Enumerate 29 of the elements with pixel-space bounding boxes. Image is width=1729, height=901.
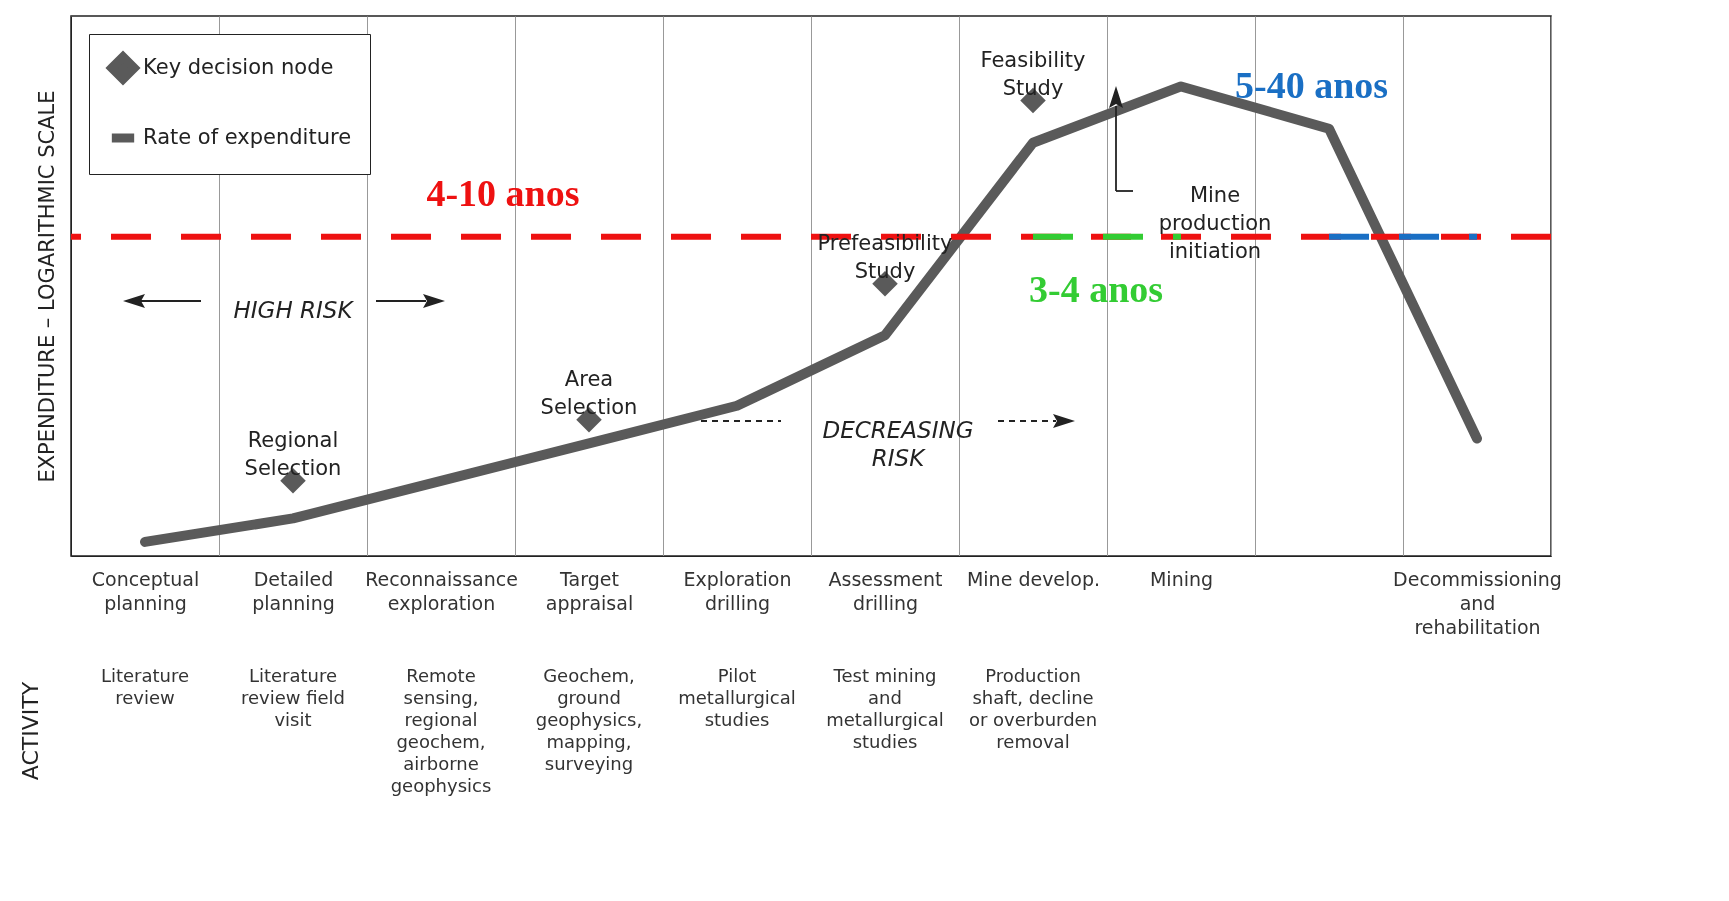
x-tick-label: Reconnaissance exploration [365,567,518,614]
ref-line-label: 4-10 anos [426,171,580,214]
x-tick-label: Decommissioning and rehabilitation [1393,567,1562,638]
text: Geochem, ground geophysics, mapping, surveying [535,665,643,774]
x-tick-label: Exploration drilling [683,567,792,614]
annotation: Area Selection [540,366,638,419]
text: Literature review field visit [240,665,346,730]
text: ACTIVITY [18,681,43,781]
annotation: DECREASING RISK [822,417,974,471]
text: 5-40 anos [1235,63,1389,106]
legend-label: Rate of expenditure [143,125,352,149]
text: Literature review [100,665,190,708]
annotation: Feasibility Study [980,47,1086,100]
x-tick-label: Conceptual planning [91,567,200,614]
annotation: Regional Selection [244,427,342,480]
text: Test mining and metallurgical studies [826,665,944,752]
y-axis-title: EXPENDITURE – LOGARITHMIC SCALE [34,90,59,483]
x-tick-label: Mine develop. [966,567,1101,590]
series-label: 3-4 anos [1029,267,1164,310]
text: Pilot metallurgical studies [678,665,796,730]
x-tick-label: Detailed planning [252,567,335,614]
x-tick-label: Mining [1149,567,1214,590]
annotation: HIGH RISK [233,297,355,323]
text: Remote sensing, regional geochem, airborne geophysics [390,665,492,796]
annotation: Mine production initiation [1158,183,1272,263]
x-tick-label: Target appraisal [545,567,634,614]
legend-label: Key decision node [143,55,334,79]
x-tick-label: Assessment drilling [828,567,943,614]
text: Production shaft, decline or overburden removal [968,665,1098,752]
